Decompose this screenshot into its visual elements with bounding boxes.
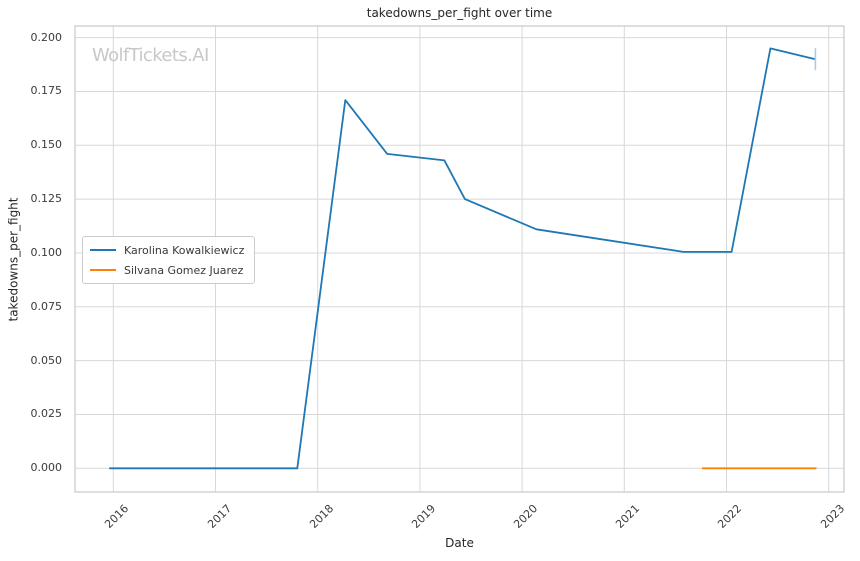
y-axis-label: takedowns_per_fight xyxy=(6,197,21,322)
series-line-karolina-kowalkiewicz xyxy=(109,47,816,470)
chart-title: takedowns_per_fight over time xyxy=(366,6,553,20)
y-tick-label: 0.075 xyxy=(30,299,63,313)
legend-line-swatch xyxy=(90,269,116,271)
y-tick-label: 0.000 xyxy=(30,461,63,475)
x-tick-label: 2019 xyxy=(369,497,438,531)
legend-label: Silvana Gomez Juarez xyxy=(124,263,244,277)
x-tick-label: 2022 xyxy=(675,497,745,531)
legend-item: Karolina Kowalkiewicz xyxy=(90,242,244,258)
x-tick-label: 2016 xyxy=(62,497,132,531)
y-tick-label: 0.100 xyxy=(30,245,63,259)
y-tick-label: 0.125 xyxy=(30,192,63,206)
watermark: WolfTickets.AI xyxy=(92,45,209,66)
axes-spines xyxy=(74,25,845,493)
y-tick-label: 0.050 xyxy=(30,353,63,367)
legend-item: Silvana Gomez Juarez xyxy=(90,262,244,278)
legend-line-swatch xyxy=(90,249,116,251)
x-tick-label: 2021 xyxy=(573,497,642,531)
y-tick-label: 0.150 xyxy=(30,138,63,152)
x-tick-label: 2018 xyxy=(267,497,336,531)
x-tick-label: 2017 xyxy=(165,497,234,531)
y-tick-label: 0.200 xyxy=(30,30,63,44)
x-axis-label: Date xyxy=(445,536,474,550)
y-tick-label: 0.025 xyxy=(30,407,63,421)
x-tick-label: 2023 xyxy=(778,497,847,531)
legend-label: Karolina Kowalkiewicz xyxy=(124,243,245,257)
legend: Karolina Kowalkiewicz Silvana Gomez Juare… xyxy=(82,236,256,284)
y-tick-label: 0.175 xyxy=(30,84,63,98)
x-tick-label: 2020 xyxy=(471,497,540,531)
